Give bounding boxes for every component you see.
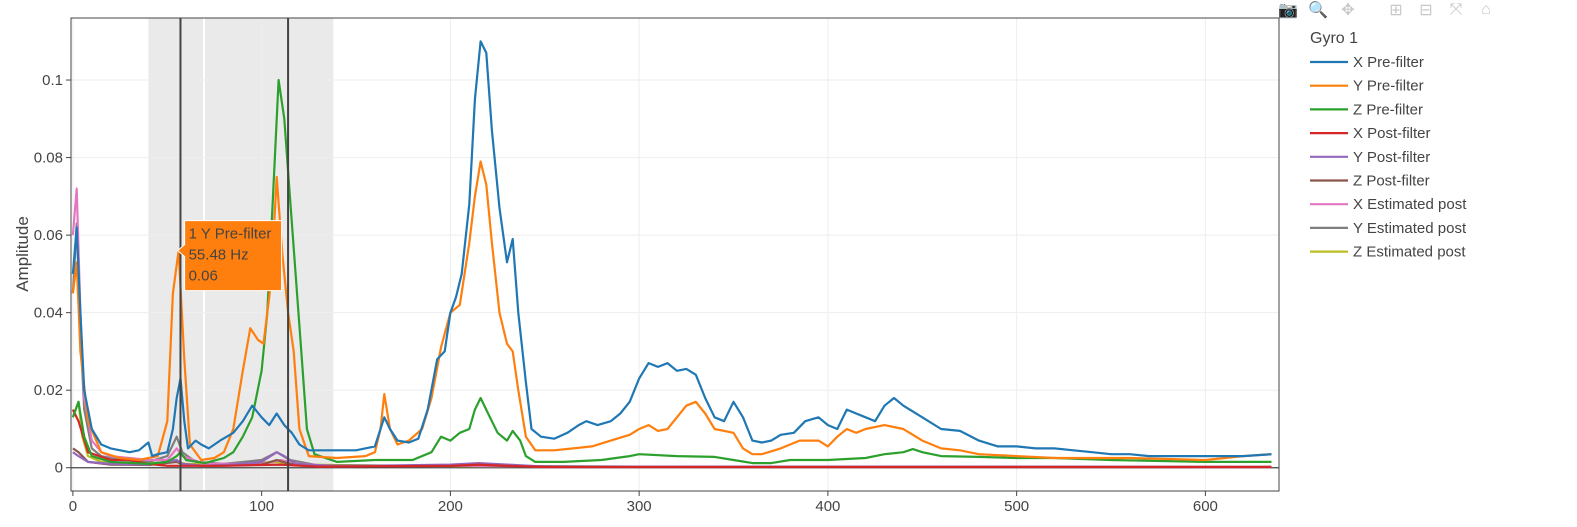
series-line-y-pre-filter[interactable] xyxy=(71,160,1272,462)
x-tick-label: 0 xyxy=(69,498,77,515)
y-tick-label: 0.08 xyxy=(34,150,63,167)
series-line-x-post-filter[interactable] xyxy=(71,409,1272,469)
y-tick-label: 0 xyxy=(55,460,63,477)
pan-icon[interactable]: ✥ xyxy=(1341,2,1355,19)
y-tick-label: 0.1 xyxy=(42,72,63,89)
zoom-in-icon[interactable]: ⊞ xyxy=(1389,2,1403,19)
x-tick-label: 600 xyxy=(1193,498,1218,515)
tooltip-line-2: 55.48 Hz xyxy=(189,247,249,264)
legend-item-z-estimated-post[interactable]: Z Estimated post xyxy=(1310,244,1466,261)
tooltip-line-3: 0.06 xyxy=(189,268,218,285)
x-tick-label: 400 xyxy=(815,498,840,515)
y-tick-label: 0.04 xyxy=(34,305,63,322)
legend-label: X Post-filter xyxy=(1353,125,1431,142)
legend-item-z-post-filter[interactable]: Z Post-filter xyxy=(1310,173,1430,190)
legend-item-y-pre-filter[interactable]: Y Pre-filter xyxy=(1310,78,1424,95)
legend-label: Y Estimated post xyxy=(1353,220,1467,237)
tooltip-line-1: 1 Y Pre-filter xyxy=(189,226,272,243)
zoom-icon[interactable]: 🔍 xyxy=(1308,2,1328,19)
x-tick-label: 100 xyxy=(249,498,274,515)
legend-item-z-pre-filter[interactable]: Z Pre-filter xyxy=(1310,101,1423,118)
reset-axes-icon[interactable]: ⌂ xyxy=(1481,1,1491,18)
legend-title: Gyro 1 xyxy=(1310,30,1358,47)
tooltip-box xyxy=(176,220,283,292)
plot-frame xyxy=(70,17,1280,492)
x-tick-label: 200 xyxy=(438,498,463,515)
legend-item-x-post-filter[interactable]: X Post-filter xyxy=(1310,125,1431,142)
legend-label: Z Pre-filter xyxy=(1353,101,1423,118)
legend-item-y-post-filter[interactable]: Y Post-filter xyxy=(1310,149,1430,166)
series-line-z-pre-filter[interactable] xyxy=(71,78,1272,465)
legend-item-x-estimated-post[interactable]: X Estimated post xyxy=(1310,196,1467,213)
series-line-x-pre-filter[interactable] xyxy=(71,40,1272,458)
legend-item-x-pre-filter[interactable]: X Pre-filter xyxy=(1310,54,1424,71)
legend-label: Y Post-filter xyxy=(1353,149,1430,166)
zoom-out-icon[interactable]: ⊟ xyxy=(1419,2,1433,19)
camera-icon[interactable]: 📷 xyxy=(1278,2,1298,19)
modebar: 📷 🔍 ✥ ⊞ ⊟ ⤧ ⌂ xyxy=(1277,0,1497,20)
autoscale-icon[interactable]: ⤧ xyxy=(1449,1,1463,18)
y-axis-label: Amplitude xyxy=(13,216,32,292)
legend-label: X Pre-filter xyxy=(1353,54,1424,71)
legend-label: Y Pre-filter xyxy=(1353,78,1424,95)
legend-label: Z Post-filter xyxy=(1353,173,1430,190)
x-tick-label: 300 xyxy=(627,498,652,515)
legend-label: X Estimated post xyxy=(1353,196,1467,213)
y-tick-label: 0.02 xyxy=(34,382,63,399)
series-line-y-post-filter[interactable] xyxy=(72,451,1272,469)
y-tick-label: 0.06 xyxy=(34,227,63,244)
legend-item-y-estimated-post[interactable]: Y Estimated post xyxy=(1310,220,1467,237)
x-tick-label: 500 xyxy=(1004,498,1029,515)
legend-label: Z Estimated post xyxy=(1353,244,1466,261)
